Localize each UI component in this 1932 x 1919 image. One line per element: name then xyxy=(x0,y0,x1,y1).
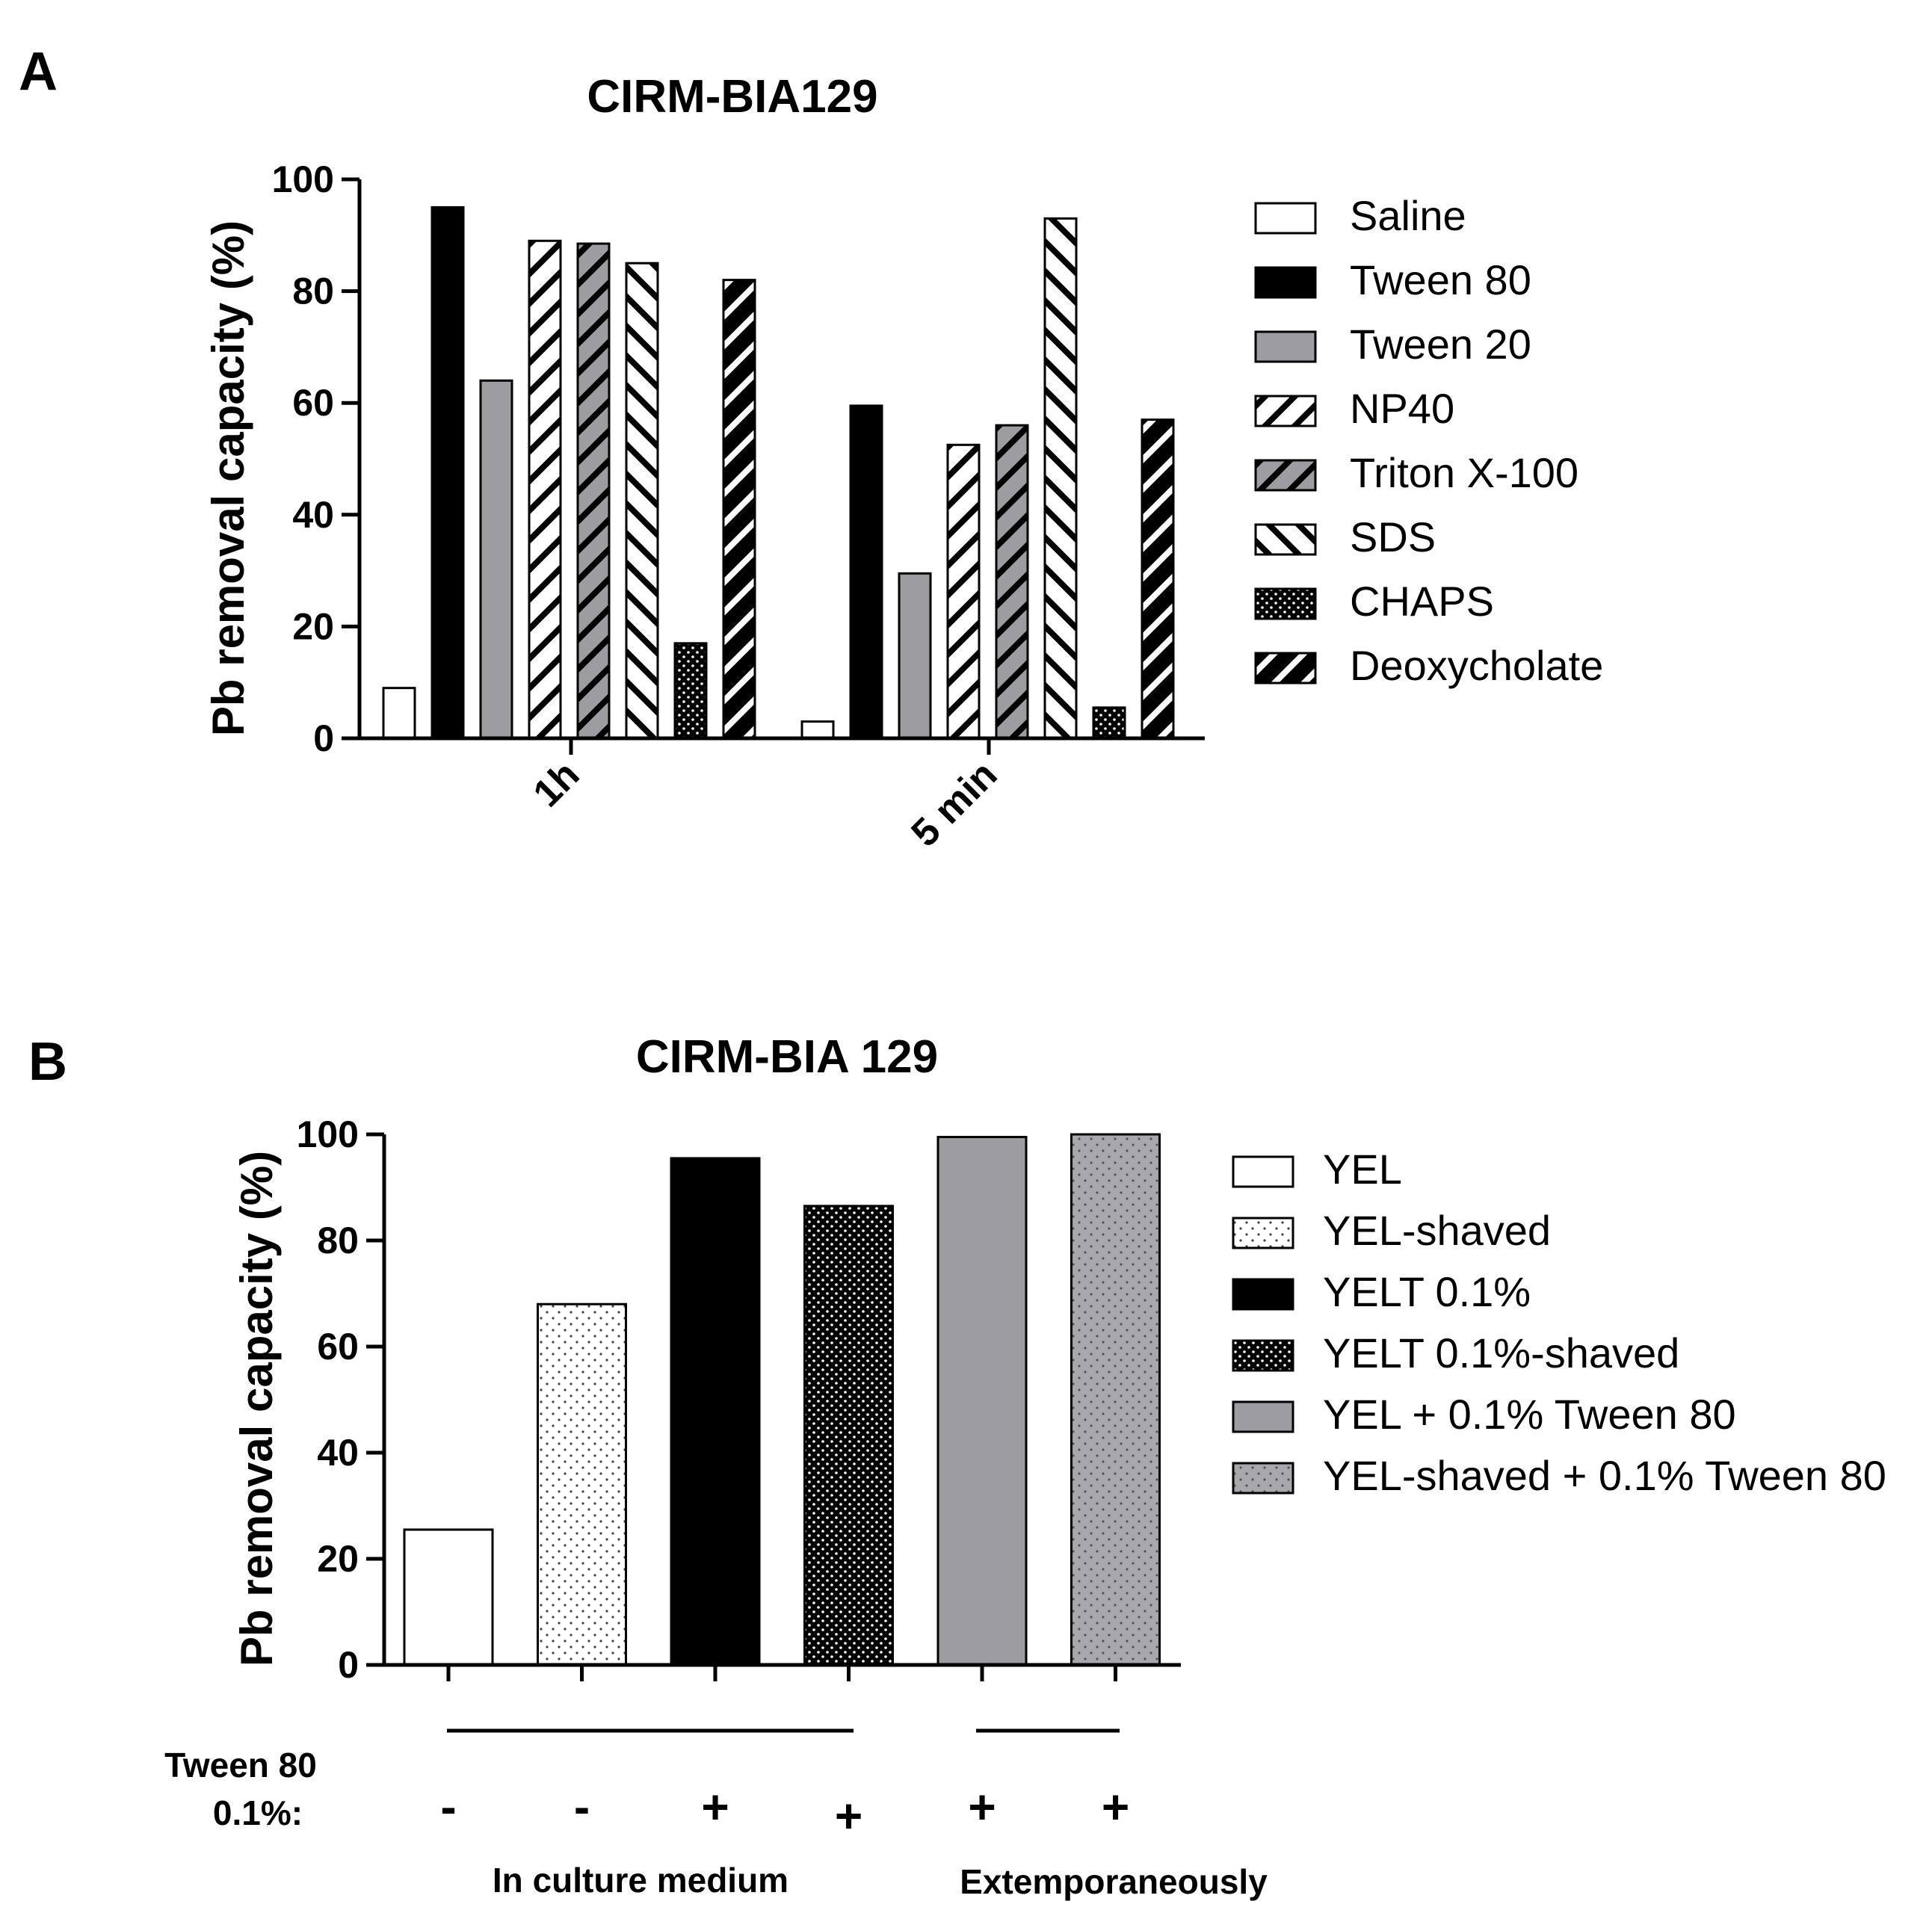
tween-sign-4: + xyxy=(835,1789,862,1843)
bar-triton-x-100-5-min xyxy=(995,424,1029,740)
panel-a-y-axis-label: Pb removal capacity (%) xyxy=(203,220,253,736)
tween-signs: - - + + + + xyxy=(440,1780,1129,1843)
group-label-extemporaneously: Extemporaneously xyxy=(960,1862,1268,1901)
bar-chaps-1h xyxy=(673,642,708,740)
panel-a-y-tick-label: 60 xyxy=(292,382,334,424)
bar-yel-shaved-0-1-tween-80 xyxy=(1070,1133,1161,1666)
panel-b-legend: YEL YEL-shaved YELT 0.1% YELT 0.1%-shaved YE… xyxy=(1232,1146,1886,1499)
panel-b-title: CIRM-BIA 129 xyxy=(636,1031,938,1083)
panel-b-y-axis-label: Pb removal capacity (%) xyxy=(232,1151,282,1666)
legend-swatch-yel-0-1-tween-80 xyxy=(1232,1400,1294,1433)
bar-sds-5-min xyxy=(1043,217,1078,740)
panel-a-y-tick-label: 0 xyxy=(313,717,334,759)
bar-sds-1h xyxy=(625,262,659,740)
bar-yel-shaved xyxy=(537,1302,627,1666)
panel-a: A CIRM-BIA129 Pb removal capacity (%) 0 2… xyxy=(19,42,1603,856)
panel-a-y-tick-label: 80 xyxy=(292,271,334,312)
legend-label-triton-x-100: Triton X-100 xyxy=(1350,449,1578,496)
bar-chaps-5-min xyxy=(1092,706,1126,740)
legend-label-yel-shaved: YEL-shaved xyxy=(1323,1207,1551,1254)
group-label-culture-medium: In culture medium xyxy=(493,1861,788,1900)
legend-swatch-sds xyxy=(1254,523,1317,556)
legend-label-tween-80: Tween 80 xyxy=(1350,256,1531,303)
legend-swatch-yel-shaved-0-1-tween-80 xyxy=(1232,1462,1294,1495)
panel-b: B CIRM-BIA 129 Pb removal capacity (%) 0… xyxy=(28,1031,1886,1901)
legend-swatch-yel-shaved xyxy=(1232,1217,1294,1249)
legend-swatch-yel xyxy=(1232,1155,1294,1188)
legend-swatch-triton-x-100 xyxy=(1254,459,1317,492)
tween-sign-6: + xyxy=(1102,1780,1129,1834)
panel-a-bars xyxy=(382,206,1175,740)
legend-swatch-tween-80 xyxy=(1254,266,1317,299)
legend-label-saline: Saline xyxy=(1350,192,1466,239)
panel-b-y-tick-label: 100 xyxy=(297,1113,359,1155)
tween-row-label-line1: Tween 80 xyxy=(164,1746,317,1784)
panel-b-y-ticks: 0 20 40 60 80 100 xyxy=(297,1113,384,1686)
bar-tween-80-5-min xyxy=(849,404,883,740)
legend-swatch-yelt-0-1 xyxy=(1232,1278,1294,1311)
panel-b-bars xyxy=(403,1133,1161,1666)
legend-swatch-yelt-0-1-shaved xyxy=(1232,1339,1294,1372)
bar-yel xyxy=(403,1528,494,1666)
panel-b-y-tick-label: 80 xyxy=(317,1220,359,1261)
bar-triton-x-100-1h xyxy=(576,242,611,740)
bar-np40-5-min xyxy=(946,443,981,740)
legend-label-yel-shaved-0-1-tween-80: YEL-shaved + 0.1% Tween 80 xyxy=(1323,1452,1886,1499)
legend-swatch-chaps xyxy=(1254,587,1317,620)
tween-row-label-line2: 0.1%: xyxy=(213,1793,303,1832)
panel-a-y-tick-label: 20 xyxy=(292,605,334,647)
panel-b-y-tick-label: 0 xyxy=(338,1644,359,1686)
bar-deoxycholate-5-min xyxy=(1141,418,1175,740)
legend-label-chaps: CHAPS xyxy=(1350,578,1494,625)
panel-a-y-tick-label: 40 xyxy=(292,494,334,536)
legend-swatch-tween-20 xyxy=(1254,330,1317,363)
legend-swatch-saline xyxy=(1254,202,1317,235)
panel-b-x-ticks xyxy=(446,1665,1117,1681)
bar-deoxycholate-1h xyxy=(722,279,756,740)
legend-label-yel: YEL xyxy=(1323,1146,1402,1193)
bar-saline-1h xyxy=(382,687,416,740)
panel-a-y-tick-label: 100 xyxy=(272,158,334,200)
panel-a-x-tick-label-5-min: 5 min xyxy=(903,753,1005,855)
legend-swatch-np40 xyxy=(1254,395,1317,427)
panel-b-y-tick-label: 60 xyxy=(317,1326,359,1368)
tween-sign-5: + xyxy=(968,1780,996,1834)
bar-yel-0-1-tween-80 xyxy=(936,1136,1028,1666)
bar-saline-5-min xyxy=(800,720,835,740)
panel-b-letter: B xyxy=(28,1032,67,1092)
legend-label-yel-0-1-tween-80: YEL + 0.1% Tween 80 xyxy=(1323,1391,1736,1438)
panel-a-y-ticks: 0 20 40 60 80 100 xyxy=(272,158,359,759)
panel-a-legend: Saline Tween 80 Tween 20 NP40 Triton X-100 SD… xyxy=(1254,192,1603,689)
tween-sign-2: - xyxy=(574,1780,590,1834)
bar-tween-80-1h xyxy=(430,206,465,740)
panel-b-y-tick-label: 40 xyxy=(317,1432,359,1474)
legend-label-yelt-0-1-shaved: YELT 0.1%-shaved xyxy=(1323,1329,1679,1376)
tween-sign-3: + xyxy=(701,1780,729,1834)
legend-label-tween-20: Tween 20 xyxy=(1350,321,1531,368)
bar-np40-1h xyxy=(528,239,562,740)
panel-b-y-tick-label: 20 xyxy=(317,1538,359,1580)
panel-a-letter: A xyxy=(19,42,58,102)
panel-a-x-tick-label-1h: 1h xyxy=(525,753,588,815)
panel-a-x-ticks: 1h 5 min xyxy=(525,738,1005,856)
panel-a-title: CIRM-BIA129 xyxy=(587,71,877,123)
tween-sign-1: - xyxy=(440,1780,456,1834)
legend-label-yelt-0-1: YELT 0.1% xyxy=(1323,1268,1531,1315)
legend-label-deoxycholate: Deoxycholate xyxy=(1350,642,1603,689)
legend-label-sds: SDS xyxy=(1350,513,1436,560)
legend-label-np40: NP40 xyxy=(1350,385,1454,432)
bar-tween-20-5-min xyxy=(898,572,932,740)
bar-yelt-0-1 xyxy=(670,1157,761,1666)
legend-swatch-deoxycholate xyxy=(1254,652,1317,685)
bar-tween-20-1h xyxy=(479,379,513,740)
bar-yelt-0-1-shaved xyxy=(803,1205,894,1666)
